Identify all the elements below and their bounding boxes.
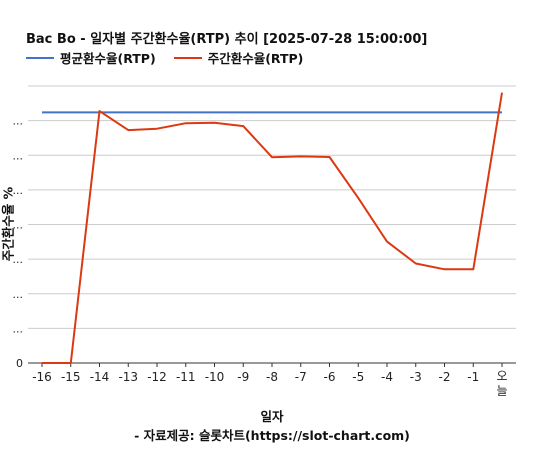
x-tick-label: -9 <box>237 370 249 384</box>
x-tick-label: -11 <box>176 370 196 384</box>
x-axis-label: 일자 <box>260 409 284 424</box>
y-tick-label: ... <box>13 288 24 301</box>
legend-item-average[interactable]: 평균환수율(RTP) <box>26 48 156 67</box>
x-tick-label: -10 <box>205 370 225 384</box>
legend-label-average: 평균환수율(RTP) <box>60 51 156 66</box>
x-tick-label: -4 <box>381 370 393 384</box>
series-line-weekly <box>42 92 503 364</box>
source-credit: - 자료제공: 슬롯차트(https://slot-chart.com) <box>134 428 410 443</box>
x-tick-label: -5 <box>352 370 364 384</box>
x-tick-label: -12 <box>147 370 167 384</box>
y-tick-label: 0 <box>16 357 23 370</box>
x-tick-label: -16 <box>32 370 52 384</box>
x-tick-label: -2 <box>439 370 451 384</box>
y-tick-label: ... <box>13 322 24 335</box>
x-tick-label: -13 <box>118 370 138 384</box>
y-tick-label: ... <box>13 253 24 266</box>
y-tick-label: ... <box>13 115 24 128</box>
y-axis-label: 주간환수율 % <box>0 186 16 262</box>
chart-title: Bac Bo - 일자별 주간환수율(RTP) 추이 [2025-07-28 1… <box>26 32 428 47</box>
x-tick-label: -1 <box>467 370 479 384</box>
x-tick-label: -7 <box>295 370 307 384</box>
legend-swatch-weekly <box>173 56 202 59</box>
x-tick-label: -6 <box>324 370 336 384</box>
x-tick-label: -15 <box>61 370 81 384</box>
y-tick-label: ... <box>13 184 24 197</box>
x-tick-label: -8 <box>266 370 278 384</box>
y-tick-label: ... <box>13 219 24 232</box>
legend-swatch-average <box>26 56 54 59</box>
x-tick-label: 오 <box>496 369 507 383</box>
x-tick-label: -3 <box>410 370 422 384</box>
x-tick-label: -14 <box>90 370 110 384</box>
legend: 평균환수율(RTP) 주간환수율(RTP) <box>26 48 321 67</box>
legend-item-weekly[interactable]: 주간환수율(RTP) <box>173 48 304 67</box>
legend-label-weekly: 주간환수율(RTP) <box>207 51 304 66</box>
x-tick-label: 늘 <box>496 384 507 398</box>
y-tick-label: ... <box>13 149 24 162</box>
